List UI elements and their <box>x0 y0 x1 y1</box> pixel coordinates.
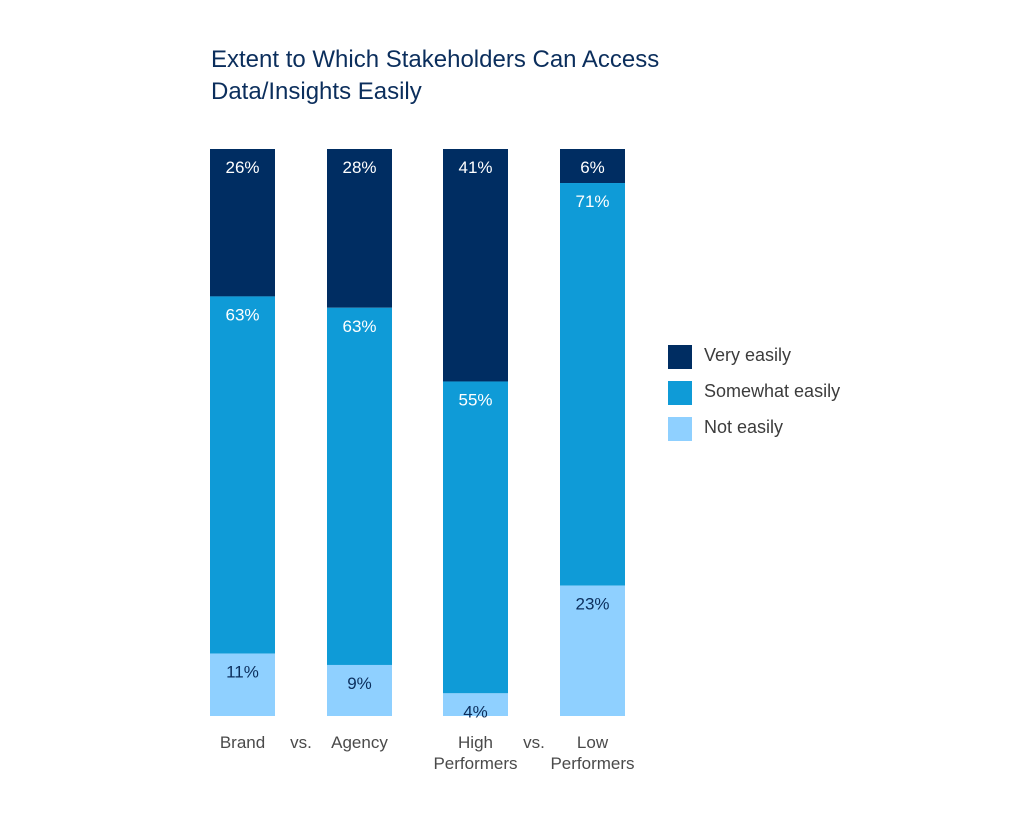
bar-segment-brand-very-easily <box>210 149 275 297</box>
data-label-brand-somewhat-easily: 63% <box>225 305 259 324</box>
data-label-high-performers-not-easily: 4% <box>463 702 488 721</box>
bar-brand: 26% 63% 11% <box>210 149 275 716</box>
bar-segment-high-performers-very-easily <box>443 149 508 382</box>
separator-vs-2: vs. <box>523 733 545 752</box>
data-label-brand-very-easily: 26% <box>225 158 259 177</box>
data-label-high-performers-very-easily: 41% <box>458 158 492 177</box>
bar-segment-brand-somewhat-easily <box>210 296 275 654</box>
data-label-high-performers-somewhat-easily: 55% <box>458 390 492 409</box>
bar-agency: 28% 63% 9% <box>327 149 392 716</box>
bar-segment-agency-very-easily <box>327 149 392 308</box>
data-label-brand-not-easily: 11% <box>226 663 259 682</box>
data-label-low-performers-not-easily: 23% <box>575 595 609 614</box>
legend-swatch-not-easily <box>668 417 692 441</box>
separator-vs-1: vs. <box>290 733 312 752</box>
chart-title: Extent to Which Stakeholders Can Access … <box>211 44 771 108</box>
category-label-low-performers-line-1: Low <box>577 733 609 752</box>
data-label-agency-somewhat-easily: 63% <box>342 317 376 336</box>
bar-segment-low-performers-not-easily <box>560 585 625 716</box>
data-label-low-performers-very-easily: 6% <box>580 158 605 177</box>
bar-low-performers: 6% 71% 23% <box>560 149 625 716</box>
data-label-agency-not-easily: 9% <box>347 674 372 693</box>
legend-label-very-easily: Very easily <box>704 345 792 365</box>
legend-label-not-easily: Not easily <box>704 417 784 437</box>
category-label-brand-line-1: Brand <box>220 733 265 752</box>
bar-segment-low-performers-very-easily <box>560 149 625 184</box>
category-label-low-performers-line-2: Performers <box>550 754 634 773</box>
bar-segment-low-performers-somewhat-easily <box>560 183 625 586</box>
chart-title-line-1: Extent to Which Stakeholders Can Access <box>211 46 660 73</box>
legend-swatch-somewhat-easily <box>668 381 692 405</box>
category-label-high-performers-line-1: High <box>458 733 493 752</box>
legend-swatch-very-easily <box>668 345 692 369</box>
bar-segment-high-performers-somewhat-easily <box>443 381 508 694</box>
category-label-high-performers-line-2: Performers <box>433 754 517 773</box>
category-label-agency-line-1: Agency <box>331 733 388 752</box>
data-label-agency-very-easily: 28% <box>342 158 376 177</box>
bar-high-performers: 41% 55% 4% <box>443 149 508 721</box>
legend-label-somewhat-easily: Somewhat easily <box>704 381 841 401</box>
bar-segment-high-performers-not-easily <box>443 693 508 716</box>
bar-segment-brand-not-easily <box>210 653 275 716</box>
bar-segment-agency-not-easily <box>327 664 392 716</box>
bar-segment-agency-somewhat-easily <box>327 307 392 665</box>
chart-title-line-2: Data/Insights Easily <box>211 78 422 105</box>
data-label-low-performers-somewhat-easily: 71% <box>575 192 609 211</box>
